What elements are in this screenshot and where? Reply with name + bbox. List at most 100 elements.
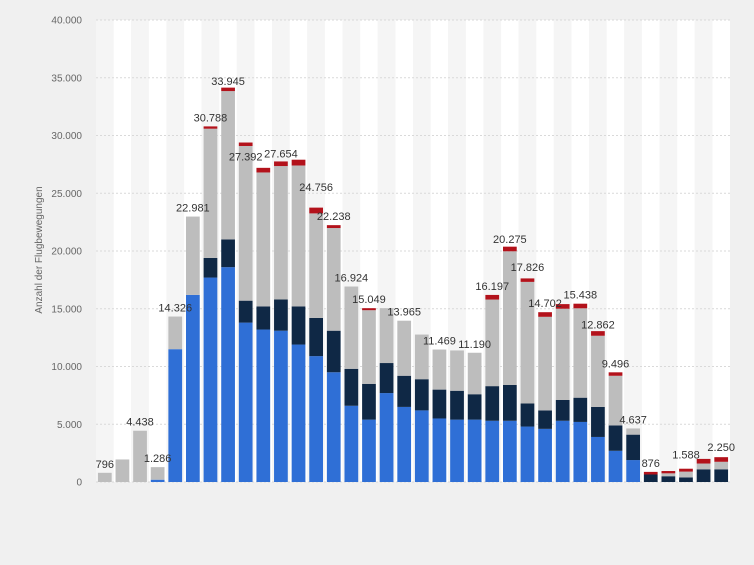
- bar-segment-blue: [291, 344, 306, 482]
- data-label: 20.275: [493, 234, 527, 246]
- data-label: 14.702: [528, 298, 562, 310]
- column-band: [113, 20, 132, 482]
- y-tick-label: 40.000: [51, 16, 82, 27]
- bar-segment-red: [679, 468, 693, 472]
- bar-segment-blue: [608, 450, 623, 482]
- bar-segment-blue: [520, 426, 535, 482]
- bar-segment-navy: [485, 386, 500, 421]
- column-band: [641, 20, 660, 482]
- bar-segment-navy: [221, 239, 235, 268]
- bar-segment-red: [203, 126, 218, 129]
- bar-segment-gray: [714, 461, 729, 470]
- bar-segment-gray: [591, 335, 605, 407]
- bar-segment-gray: [573, 308, 588, 398]
- bar-segment-navy: [661, 476, 676, 482]
- gridlines: [96, 19, 730, 483]
- bar-segment-gray: [397, 320, 412, 376]
- bar-segment-red: [485, 294, 500, 300]
- bar-segment-gray: [626, 428, 641, 435]
- bar-segment-blue: [538, 428, 552, 482]
- bar-segment-red: [274, 161, 288, 167]
- bar-segment-gray: [133, 430, 147, 482]
- bar-segment-blue: [502, 420, 517, 482]
- bar-segment-red: [555, 304, 570, 309]
- bar-segment-gray: [274, 166, 288, 300]
- data-label: 33.945: [211, 76, 245, 88]
- data-labels: 796 4.438 1.286 14.326 22.981 30.788 33.945 27.…: [96, 76, 735, 471]
- bar-segment-red: [538, 312, 552, 317]
- bar-segment-gray: [362, 310, 376, 384]
- bar-segment-blue: [203, 277, 218, 482]
- bar-segment-navy: [591, 406, 605, 437]
- y-tick-label: 25.000: [51, 189, 82, 200]
- y-tick-label: 35.000: [51, 73, 82, 84]
- bar-segment-navy: [274, 299, 288, 331]
- data-label: 27.654: [264, 149, 298, 161]
- bar-segment-blue: [326, 372, 341, 482]
- data-label: 11.469: [423, 336, 456, 348]
- bar-segment-gray: [97, 472, 112, 482]
- column-band: [606, 20, 625, 482]
- bar-segment-navy: [238, 300, 253, 323]
- bar-segment-red: [326, 225, 341, 229]
- bar-segment-gray: [256, 172, 271, 307]
- bar-segment-red: [573, 303, 588, 309]
- bar-segment-navy: [344, 368, 359, 406]
- y-tick-label: 10.000: [51, 362, 82, 373]
- bar-segment-navy: [414, 379, 429, 411]
- bar-segment-red: [502, 246, 517, 252]
- bar-segment-blue: [256, 329, 271, 482]
- bar-segment-gray: [520, 281, 535, 404]
- data-label: 16.197: [475, 281, 509, 293]
- data-label: 15.049: [352, 294, 386, 306]
- bar-segment-gray: [309, 213, 324, 318]
- bar-segment-red: [608, 372, 623, 376]
- bar-segment-gray: [221, 91, 235, 240]
- bar-segment-blue: [185, 294, 200, 482]
- bar-segment-red: [362, 308, 376, 311]
- bar-segment-blue: [362, 419, 376, 482]
- bar-segment-gray: [696, 463, 711, 470]
- bar-segment-red: [221, 87, 235, 92]
- data-label: 13.965: [387, 307, 421, 319]
- bar-segment-red: [520, 278, 535, 282]
- data-label: 9.496: [602, 358, 630, 370]
- bar-segment-blue: [626, 460, 641, 482]
- bar-segment-navy: [643, 474, 658, 482]
- bar-segment-blue: [238, 322, 253, 482]
- bar-segment-blue: [274, 330, 288, 482]
- y-tick-label: 0: [76, 478, 82, 489]
- bar-segment-blue: [397, 406, 412, 482]
- bar-segment-navy: [696, 469, 711, 482]
- bar-segment-navy: [679, 477, 693, 482]
- data-label: 30.788: [194, 112, 228, 124]
- bar-segment-blue: [168, 349, 183, 482]
- bar-segment-gray: [326, 228, 341, 331]
- bar-segment-gray: [661, 473, 676, 477]
- bar-segment-blue: [555, 420, 570, 482]
- data-label: 1.286: [144, 453, 172, 465]
- bar-segment-navy: [520, 403, 535, 427]
- bar-segment-gray: [432, 349, 447, 390]
- bar-segment-navy: [626, 434, 641, 461]
- bar-segment-red: [309, 207, 324, 214]
- bar-segment-red: [591, 331, 605, 336]
- data-label: 12.862: [581, 319, 615, 331]
- bar-segment-blue: [344, 405, 359, 482]
- bar-segment-navy: [555, 399, 570, 421]
- bar-segment-gray: [485, 299, 500, 387]
- bar-segment-navy: [467, 394, 482, 420]
- bar-segment-red: [643, 471, 658, 475]
- bar-segment-navy: [203, 257, 218, 278]
- bar-segment-blue: [485, 420, 500, 482]
- bar-segment-gray: [238, 145, 253, 301]
- y-axis-ticks: 0 5.000 10.000 15.000 20.000 25.000 30.000 35.0…: [51, 16, 82, 489]
- bar-segment-navy: [309, 317, 324, 357]
- bar-segment-navy: [502, 384, 517, 421]
- data-label: 24.756: [299, 182, 333, 194]
- data-label: 16.924: [335, 273, 369, 285]
- bar-segment-navy: [397, 375, 412, 407]
- bar-segment-gray: [450, 350, 464, 391]
- bar-segment-blue: [221, 267, 235, 482]
